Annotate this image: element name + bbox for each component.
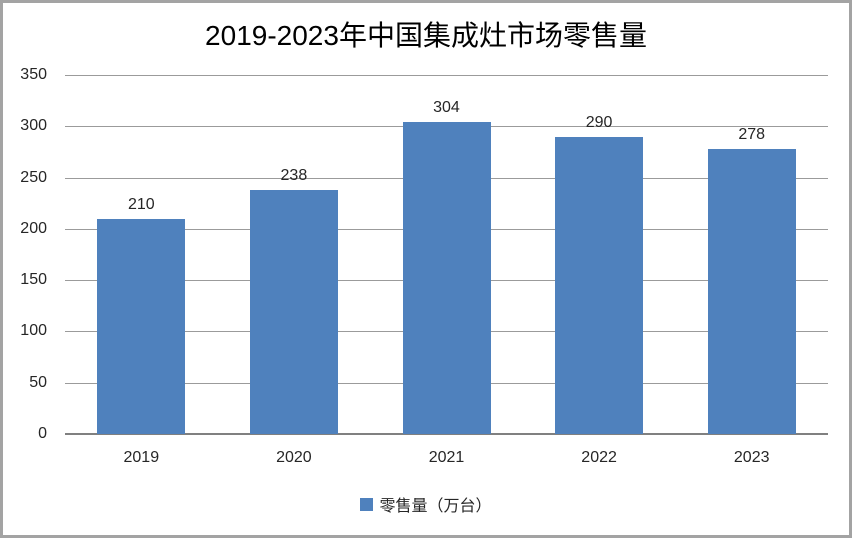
x-axis-line	[65, 433, 828, 435]
x-axis-category-label: 2020	[276, 449, 312, 466]
y-axis-tick-label: 0	[38, 425, 47, 442]
bar-2022	[555, 136, 644, 434]
y-axis-tick-label: 50	[29, 373, 47, 391]
y-axis-tick-label: 350	[20, 66, 47, 83]
gridline	[65, 75, 828, 76]
bar-2023	[707, 148, 796, 434]
legend: 零售量（万台）	[3, 492, 849, 516]
bar-2020	[249, 189, 338, 434]
bar-value-label: 304	[433, 99, 460, 117]
y-axis-tick-label: 200	[20, 219, 47, 237]
x-axis-category-label: 2022	[581, 449, 617, 466]
x-axis-category-label: 2021	[428, 449, 465, 466]
bar-value-label: 290	[585, 113, 613, 131]
plot-area: 210 238 304 290 278	[65, 75, 828, 435]
chart-title: 2019-2023年中国集成灶市场零售量	[205, 20, 647, 51]
bar-value-label: 210	[127, 195, 155, 213]
bar-2021	[402, 122, 491, 434]
legend-marker-swatch	[360, 497, 374, 511]
legend-label: 零售量（万台）	[379, 498, 492, 515]
y-axis-tick-label: 300	[20, 117, 47, 135]
y-axis-tick-label: 250	[20, 168, 47, 186]
y-axis-tick-label: 150	[20, 271, 47, 289]
bar-2019	[97, 218, 186, 434]
x-axis-category-label: 2023	[733, 449, 770, 466]
y-axis-tick-label: 100	[20, 322, 47, 340]
bar-value-label: 278	[738, 125, 766, 143]
x-axis-category-label: 2019	[123, 449, 160, 466]
bar-value-label: 238	[280, 166, 308, 184]
